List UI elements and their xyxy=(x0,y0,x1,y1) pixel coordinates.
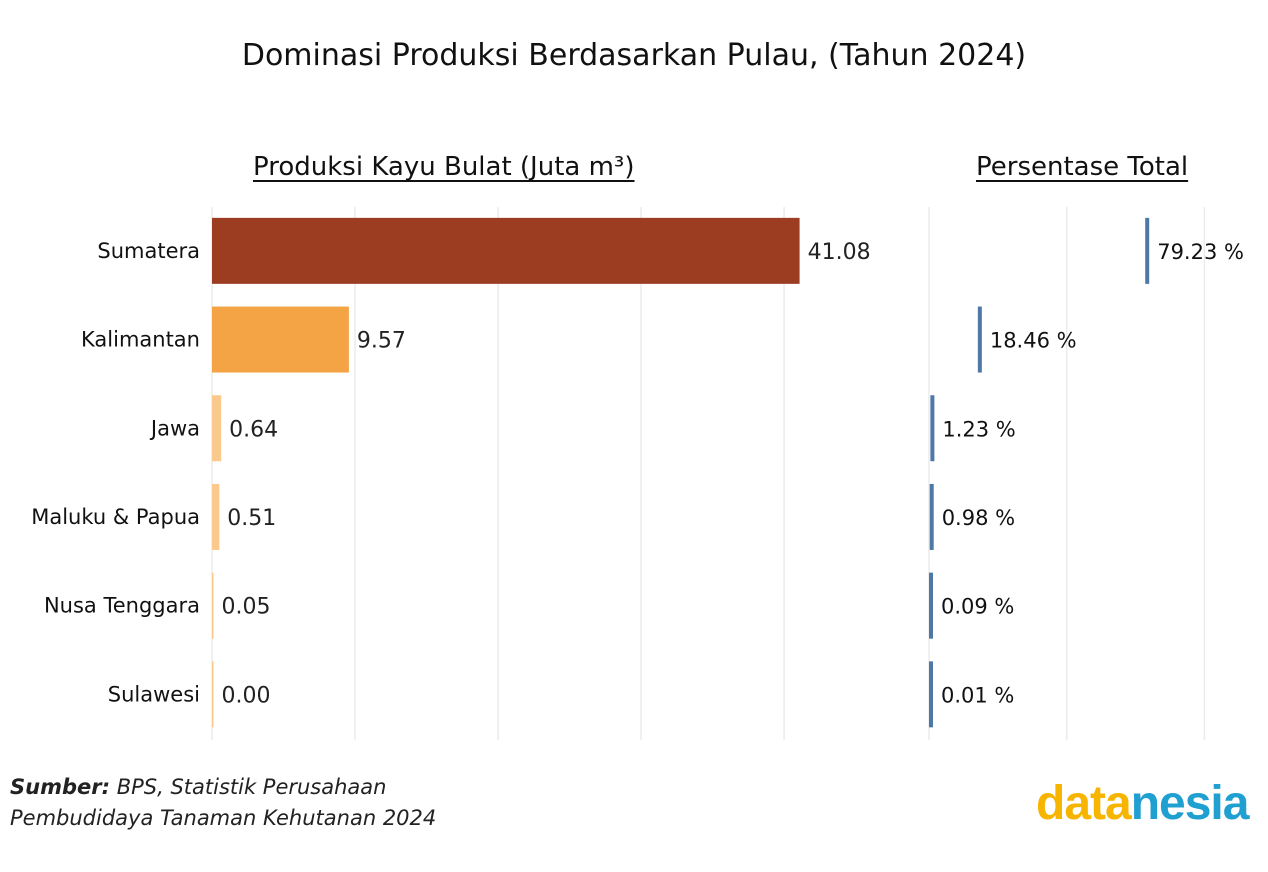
category-label: Kalimantan xyxy=(81,328,200,352)
category-label: Sulawesi xyxy=(108,682,200,706)
category-label: Maluku & Papua xyxy=(31,505,200,529)
bar-maluku-papua xyxy=(212,483,220,550)
datanesia-logo: datanesia xyxy=(1036,776,1250,831)
percent-label: 18.46 % xyxy=(990,329,1077,353)
percent-tick xyxy=(929,572,933,639)
bar-nusa-tenggara xyxy=(212,572,214,639)
bar-value-label: 41.08 xyxy=(808,240,871,265)
percent-tick xyxy=(977,306,982,373)
source-text-2: Pembudidaya Tanaman Kehutanan 2024 xyxy=(10,806,437,830)
bar-value-label: 0.05 xyxy=(222,595,271,620)
bar-value-label: 9.57 xyxy=(357,329,406,354)
source-text: BPS, Statistik Perusahaan xyxy=(116,775,387,799)
percent-label: 0.01 % xyxy=(941,683,1014,707)
logo-part-2: nesia xyxy=(1130,777,1250,830)
percent-label: 0.09 % xyxy=(941,595,1014,619)
bar-value-label: 0.64 xyxy=(229,417,278,442)
bar-kalimantan xyxy=(212,306,349,373)
bar-sulawesi xyxy=(212,661,214,728)
logo-part-1: data xyxy=(1036,777,1132,830)
percent-tick xyxy=(929,483,934,550)
chart-title: Dominasi Produksi Berdasarkan Pulau, (Ta… xyxy=(241,38,1027,73)
left-subtitle: Produksi Kayu Bulat (Juta m³) xyxy=(253,152,635,182)
percent-label: 79.23 % xyxy=(1157,240,1244,264)
category-label: Jawa xyxy=(149,416,200,440)
source-label: Sumber: xyxy=(10,775,110,799)
percent-tick xyxy=(929,661,933,728)
right-subtitle: Persentase Total xyxy=(976,152,1189,182)
percent-label: 0.98 % xyxy=(942,506,1015,530)
percent-label: 1.23 % xyxy=(942,417,1015,441)
bar-value-label: 0.51 xyxy=(227,506,276,531)
percent-tick xyxy=(930,395,935,462)
bar-jawa xyxy=(212,395,222,462)
category-label: Sumatera xyxy=(97,239,200,263)
source-note: Sumber: BPS, Statistik Perusahaan Pembud… xyxy=(10,772,436,834)
category-label: Nusa Tenggara xyxy=(44,594,200,618)
percent-tick xyxy=(1145,217,1150,284)
bar-value-label: 0.00 xyxy=(222,683,271,708)
bar-sumatera xyxy=(212,217,800,284)
